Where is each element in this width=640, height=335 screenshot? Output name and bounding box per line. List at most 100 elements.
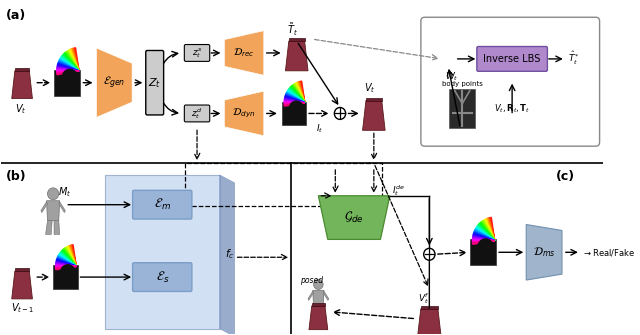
Polygon shape — [289, 87, 305, 103]
Polygon shape — [476, 226, 495, 241]
Polygon shape — [298, 82, 305, 103]
FancyBboxPatch shape — [449, 89, 476, 128]
Polygon shape — [490, 217, 495, 241]
Polygon shape — [475, 228, 495, 241]
Polygon shape — [473, 236, 495, 241]
Polygon shape — [57, 71, 79, 75]
Polygon shape — [57, 71, 79, 72]
FancyBboxPatch shape — [146, 51, 164, 115]
Polygon shape — [285, 41, 308, 71]
Polygon shape — [417, 309, 442, 335]
Polygon shape — [293, 84, 305, 103]
Polygon shape — [309, 306, 328, 330]
Polygon shape — [284, 103, 305, 106]
Polygon shape — [71, 49, 79, 71]
Polygon shape — [284, 100, 305, 103]
Polygon shape — [56, 260, 76, 266]
Polygon shape — [285, 97, 305, 103]
Polygon shape — [295, 83, 305, 103]
Polygon shape — [68, 246, 76, 266]
FancyBboxPatch shape — [477, 47, 547, 71]
Polygon shape — [300, 81, 305, 103]
Polygon shape — [65, 52, 79, 71]
Polygon shape — [60, 252, 76, 266]
Text: $z_t^s$: $z_t^s$ — [192, 46, 202, 60]
FancyBboxPatch shape — [289, 38, 305, 41]
Polygon shape — [476, 227, 495, 241]
Polygon shape — [57, 257, 76, 266]
Polygon shape — [58, 62, 79, 71]
Polygon shape — [73, 48, 79, 71]
Polygon shape — [286, 92, 305, 103]
Polygon shape — [70, 49, 79, 71]
Polygon shape — [66, 52, 79, 71]
Text: $S_{t-1}^v$: $S_{t-1}^v$ — [55, 262, 75, 276]
Polygon shape — [287, 90, 305, 103]
Polygon shape — [288, 89, 305, 103]
Polygon shape — [67, 247, 76, 266]
Polygon shape — [62, 55, 79, 71]
Polygon shape — [323, 291, 329, 300]
Polygon shape — [56, 263, 76, 266]
Text: $\mathcal{E}_s$: $\mathcal{E}_s$ — [156, 270, 169, 285]
Text: $\tilde{T}_t$: $\tilde{T}_t$ — [287, 21, 298, 38]
Circle shape — [61, 69, 78, 86]
Polygon shape — [47, 201, 60, 220]
Text: body points: body points — [442, 81, 483, 87]
Text: $V_t$: $V_t$ — [15, 103, 26, 116]
Polygon shape — [284, 98, 305, 103]
Polygon shape — [45, 220, 52, 234]
Text: $S_t^f$: $S_t^f$ — [472, 237, 483, 251]
Polygon shape — [220, 175, 235, 335]
FancyBboxPatch shape — [470, 240, 496, 265]
Polygon shape — [97, 48, 132, 118]
Polygon shape — [472, 238, 495, 241]
Polygon shape — [56, 264, 76, 266]
FancyBboxPatch shape — [15, 268, 29, 271]
Polygon shape — [64, 248, 76, 266]
Text: $\hat{T}_t^*$: $\hat{T}_t^*$ — [568, 50, 579, 67]
Polygon shape — [12, 71, 33, 98]
Polygon shape — [56, 262, 76, 266]
Polygon shape — [472, 239, 495, 241]
Text: (a): (a) — [6, 9, 26, 22]
Polygon shape — [472, 241, 495, 243]
Polygon shape — [56, 266, 76, 270]
Polygon shape — [74, 48, 79, 71]
Polygon shape — [57, 68, 79, 71]
Text: $M_t$: $M_t$ — [58, 185, 71, 199]
Circle shape — [334, 108, 346, 119]
Polygon shape — [61, 250, 76, 266]
Text: $I_t$: $I_t$ — [316, 122, 323, 135]
Polygon shape — [57, 258, 76, 266]
Polygon shape — [481, 222, 495, 241]
Polygon shape — [61, 251, 76, 266]
Polygon shape — [60, 253, 76, 266]
Text: $V_t^f$: $V_t^f$ — [418, 291, 430, 306]
Polygon shape — [224, 30, 264, 75]
Polygon shape — [41, 202, 47, 213]
Polygon shape — [472, 241, 495, 242]
Polygon shape — [483, 220, 495, 241]
Polygon shape — [61, 57, 79, 71]
Polygon shape — [483, 220, 495, 241]
Polygon shape — [479, 223, 495, 241]
Polygon shape — [474, 231, 495, 241]
FancyBboxPatch shape — [312, 304, 325, 306]
Polygon shape — [284, 103, 305, 105]
Polygon shape — [56, 266, 76, 267]
Polygon shape — [289, 88, 305, 103]
Text: $W_t$: $W_t$ — [445, 71, 459, 83]
FancyBboxPatch shape — [420, 306, 438, 309]
Polygon shape — [64, 53, 79, 71]
Text: $Z_t$: $Z_t$ — [148, 76, 161, 89]
Polygon shape — [57, 65, 79, 71]
FancyBboxPatch shape — [184, 45, 210, 61]
Polygon shape — [68, 50, 79, 71]
FancyBboxPatch shape — [184, 105, 210, 122]
Circle shape — [289, 100, 304, 117]
Text: $\mathcal{E}_{gen}$: $\mathcal{E}_{gen}$ — [103, 74, 125, 91]
Polygon shape — [308, 291, 314, 300]
FancyBboxPatch shape — [282, 102, 306, 125]
Text: $I_t^{de}$: $I_t^{de}$ — [392, 183, 404, 198]
